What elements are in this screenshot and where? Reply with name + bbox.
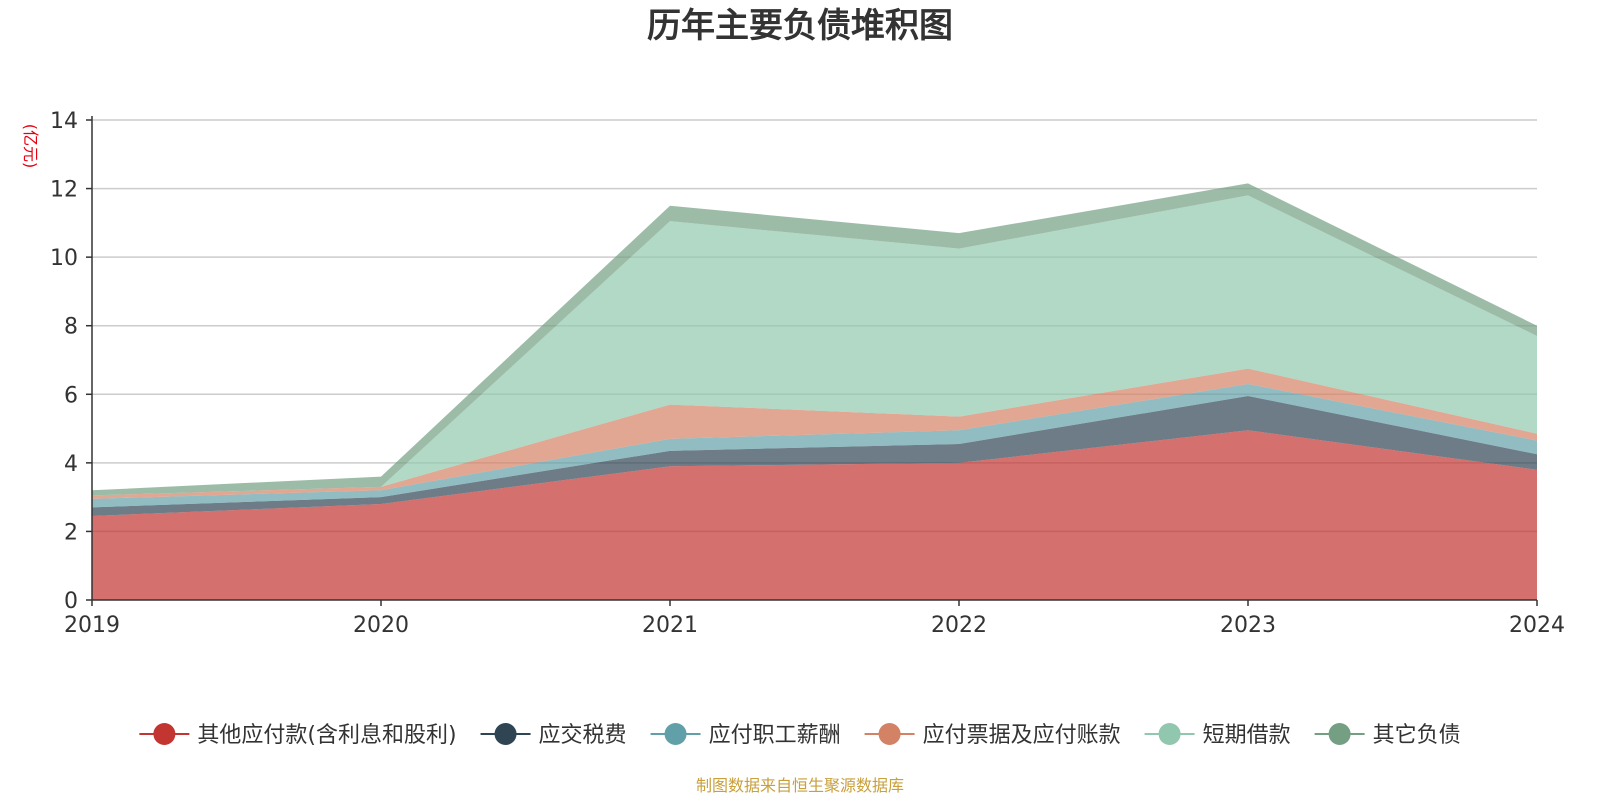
x-tick-label: 2023 — [1220, 613, 1276, 638]
legend-item-4[interactable]: 短期借款 — [1144, 723, 1291, 748]
x-tick-label: 2019 — [64, 613, 120, 638]
x-tick-label: 2020 — [353, 613, 409, 638]
legend-label: 短期借款 — [1203, 723, 1291, 748]
x-tick-label: 2022 — [931, 613, 987, 638]
legend-marker-icon — [153, 723, 176, 745]
axes: 0 2 4 6 8 10 12 14 2019 2020 2021 2022 2023 2024 — [50, 109, 1565, 638]
legend-item-0[interactable]: 其他应付款(含利息和股利) — [139, 723, 457, 748]
x-tick-label: 2024 — [1509, 613, 1565, 638]
legend-item-5[interactable]: 其它负债 — [1314, 723, 1461, 748]
y-tick-label: 10 — [50, 246, 78, 271]
data-source-note: 制图数据来自恒生聚源数据库 — [696, 776, 904, 795]
legend-label: 应付职工薪酬 — [709, 723, 841, 748]
series-area-4 — [92, 195, 1537, 496]
legend-label: 其它负债 — [1373, 723, 1461, 748]
series-area-0 — [92, 430, 1537, 600]
legend-marker-icon — [878, 723, 901, 745]
legend-label: 应交税费 — [539, 723, 627, 748]
series-area-2 — [92, 384, 1537, 508]
y-tick-label: 12 — [50, 178, 78, 203]
legend-item-2[interactable]: 应付职工薪酬 — [650, 723, 841, 748]
legend-item-3[interactable]: 应付票据及应付账款 — [864, 723, 1121, 748]
legend-marker-icon — [664, 723, 687, 745]
series-area-1 — [92, 396, 1537, 516]
chart-title: 历年主要负债堆积图 — [647, 6, 953, 46]
series-area-3 — [92, 368, 1537, 499]
legend-label: 其他应付款(含利息和股利) — [197, 723, 456, 748]
y-tick-label: 6 — [64, 383, 78, 408]
y-tick-label: 4 — [64, 452, 78, 477]
legend-marker-icon — [1158, 723, 1181, 745]
y-tick-label: 2 — [64, 520, 78, 545]
legend-marker-icon — [1328, 723, 1351, 745]
y-tick-label: 8 — [64, 315, 78, 340]
legend-item-1[interactable]: 应交税费 — [480, 723, 627, 748]
legend-marker-icon — [494, 723, 517, 745]
y-axis-unit-label: (亿元) — [21, 124, 40, 169]
y-tick-label: 0 — [64, 589, 78, 614]
legend-label: 应付票据及应付账款 — [923, 723, 1121, 748]
legend[interactable]: 其他应付款(含利息和股利) 应交税费 应付职工薪酬 应付票据及应付账款 短期借款 其它负债 — [139, 723, 1461, 748]
series-areas — [92, 183, 1537, 600]
y-tick-label: 14 — [50, 109, 78, 134]
x-tick-label: 2021 — [642, 613, 698, 638]
series-area-5 — [92, 183, 1537, 496]
